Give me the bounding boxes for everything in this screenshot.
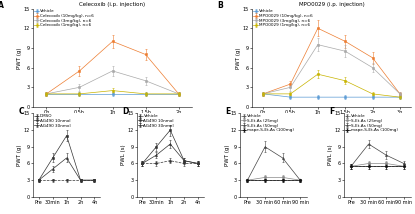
Legend: Vehicle, AG490 10nmol, AG490 30nmol: Vehicle, AG490 10nmol, AG490 30nmol <box>137 114 175 128</box>
Text: E: E <box>226 107 231 116</box>
Y-axis label: PWT (g): PWT (g) <box>225 144 229 166</box>
Text: C: C <box>19 107 24 116</box>
Legend: Vehicle, MPO0029 (10mg/kg), n=6, MPO0029 (3mg/kg), n=6, MPO0029 (1mg/kg), n=6: Vehicle, MPO0029 (10mg/kg), n=6, MPO0029… <box>253 9 313 28</box>
Y-axis label: PWT (g): PWT (g) <box>17 144 22 166</box>
Y-axis label: PWT (g): PWT (g) <box>17 47 22 68</box>
Title: MPO0029 (i.p. injection): MPO0029 (i.p. injection) <box>299 3 364 7</box>
Title: Celecoxib (i.p. injection): Celecoxib (i.p. injection) <box>80 3 146 7</box>
Y-axis label: PWL (s): PWL (s) <box>328 145 333 165</box>
Text: F: F <box>330 107 334 116</box>
Text: B: B <box>217 1 223 10</box>
Y-axis label: PWL (s): PWL (s) <box>121 145 126 165</box>
Legend: Vehicle, Celecoxib (10mg/kg), n=6, Celecoxib (3mg/kg), n=6, Celecoxib (1mg/kg), : Vehicle, Celecoxib (10mg/kg), n=6, Celec… <box>34 9 94 28</box>
Y-axis label: PWT (g): PWT (g) <box>236 47 242 68</box>
Text: A: A <box>0 1 4 10</box>
Text: D: D <box>122 107 129 116</box>
Legend: DMSO, AG490 10nmol, AG490 30nmol: DMSO, AG490 10nmol, AG490 30nmol <box>34 114 71 128</box>
Legend: Vehicle, S-Et-As (25mg), S-Et-As (50mg), mape-S-Et-As (100mg): Vehicle, S-Et-As (25mg), S-Et-As (50mg),… <box>344 114 398 132</box>
Legend: Vehicle, S-Et-As (25mg), S-Et-As (50mg), mape-S-Et-As (100mg): Vehicle, S-Et-As (25mg), S-Et-As (50mg),… <box>241 114 295 132</box>
